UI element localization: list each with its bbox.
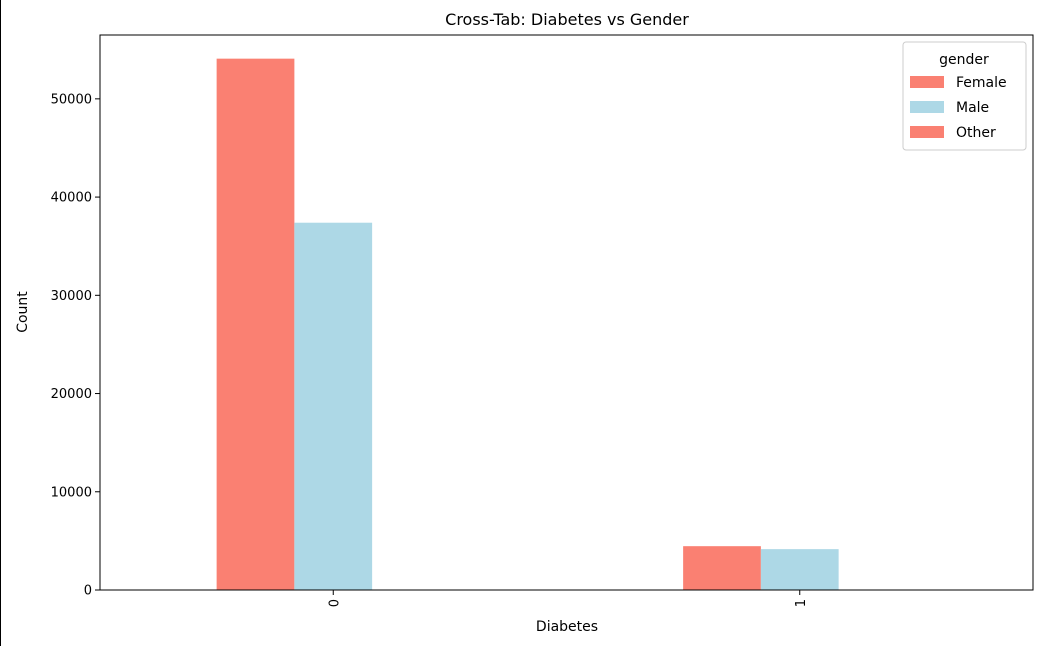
y-axis: 0 10000 20000 30000 40000 50000 <box>51 92 100 599</box>
legend: gender Female Male Other <box>902 41 1027 151</box>
x-tick-label: 0 <box>327 599 342 607</box>
bar-male-0 <box>294 222 373 590</box>
legend-label-other: Other <box>956 125 996 141</box>
legend-swatch-other <box>910 126 944 138</box>
y-axis-label: Count <box>15 291 31 333</box>
y-tick-label: 40000 <box>51 191 92 206</box>
legend-title: gender <box>939 52 989 68</box>
legend-label-male: Male <box>956 100 989 116</box>
legend-label-female: Female <box>956 75 1007 91</box>
plot-frame <box>99 34 1034 591</box>
y-tick-label: 20000 <box>51 387 92 402</box>
y-tick-label: 0 <box>84 584 92 599</box>
y-tick-label: 50000 <box>51 92 92 107</box>
bar-female-1 <box>683 546 761 590</box>
bar-male-1 <box>760 549 839 590</box>
y-tick-label: 10000 <box>51 485 92 500</box>
bars-group <box>216 58 839 591</box>
bar-female-0 <box>216 58 295 591</box>
legend-swatch-male <box>910 101 944 113</box>
x-axis-label: Diabetes <box>536 619 598 635</box>
legend-box <box>902 41 1027 151</box>
chart-title: Cross-Tab: Diabetes vs Gender <box>445 10 689 29</box>
left-frame-border <box>0 0 1 646</box>
legend-swatch-female <box>910 76 944 88</box>
x-tick-label: 1 <box>794 599 809 607</box>
y-tick-label: 30000 <box>51 289 92 304</box>
